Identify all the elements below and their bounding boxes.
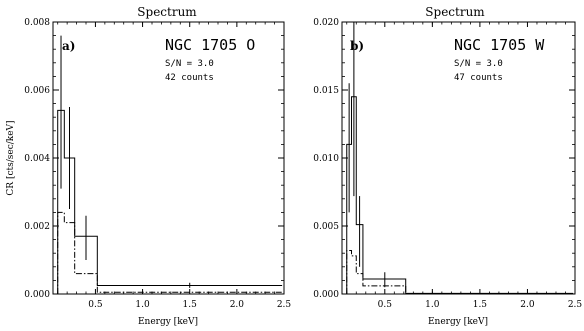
- panel-a-ytick-label: 0.002: [24, 222, 50, 232]
- panel-a-xtick-label: 1.0: [135, 300, 150, 310]
- panel-b-series-1: [346, 96, 574, 294]
- panel-a-xlabel: Energy [keV]: [138, 317, 198, 327]
- panel-a-plot: 0.5 1.0 1.5 2.0 2.5 0.000 0.002 0.004 0.006 0.008: [24, 18, 291, 310]
- panel-a-title: Spectrum: [137, 5, 197, 19]
- panel-b-xlabel: Energy [keV]: [428, 317, 488, 327]
- panel-a-series-1: [57, 109, 283, 294]
- panel-a-xtick-label: 2.0: [230, 300, 245, 310]
- panel-b: Spectrum b) NGC 1705 W S/N = 3.0 47 coun…: [313, 5, 582, 327]
- panel-b-xtick-label: 0.5: [378, 300, 393, 310]
- panel-b-ytick-label: 0.000: [313, 290, 339, 300]
- panel-b-xtick-label: 2.5: [568, 300, 583, 310]
- panel-b-sn: S/N = 3.0: [454, 59, 503, 69]
- panel-a-ytick-label: 0.008: [24, 18, 50, 28]
- panel-b-title: Spectrum: [425, 5, 485, 19]
- panel-a-object: NGC 1705 O: [165, 36, 255, 54]
- panel-b-xtick-label: 2.0: [520, 300, 535, 310]
- panel-b-ytick-label: 0.015: [313, 86, 339, 96]
- panel-b-label: b): [350, 39, 364, 53]
- panel-a: Spectrum a) NGC 1705 O S/N = 3.0 42 coun…: [6, 5, 291, 327]
- panel-a-label: a): [62, 39, 75, 53]
- panel-a-ytick-label: 0.006: [24, 86, 50, 96]
- panel-b-counts: 47 counts: [454, 73, 503, 83]
- panel-a-xtick-label: 2.5: [277, 300, 292, 310]
- panel-b-object: NGC 1705 W: [454, 36, 545, 54]
- panel-b-xtick-label: 1.0: [425, 300, 440, 310]
- panel-b-ytick-label: 0.020: [313, 18, 339, 28]
- panel-a-series-2: [57, 211, 283, 294]
- panel-a-ylabel: CR [cts/sec/keV]: [6, 120, 16, 195]
- panel-a-xtick-label: 0.5: [88, 300, 103, 310]
- panel-b-xtick-label: 1.5: [473, 300, 488, 310]
- panel-b-plot: 0.5 1.0 1.5 2.0 2.5 0.000 0.005 0.010 0.015 0.020: [313, 18, 582, 310]
- panel-a-xtick-label: 1.5: [183, 300, 198, 310]
- panel-a-ytick-label: 0.000: [24, 290, 50, 300]
- panel-b-series-2: [346, 249, 574, 295]
- panel-a-counts: 42 counts: [165, 73, 214, 83]
- panel-b-ytick-label: 0.005: [313, 222, 339, 232]
- panel-a-sn: S/N = 3.0: [165, 59, 214, 69]
- panel-b-ytick-label: 0.010: [313, 154, 339, 164]
- panel-a-ytick-label: 0.004: [24, 154, 50, 164]
